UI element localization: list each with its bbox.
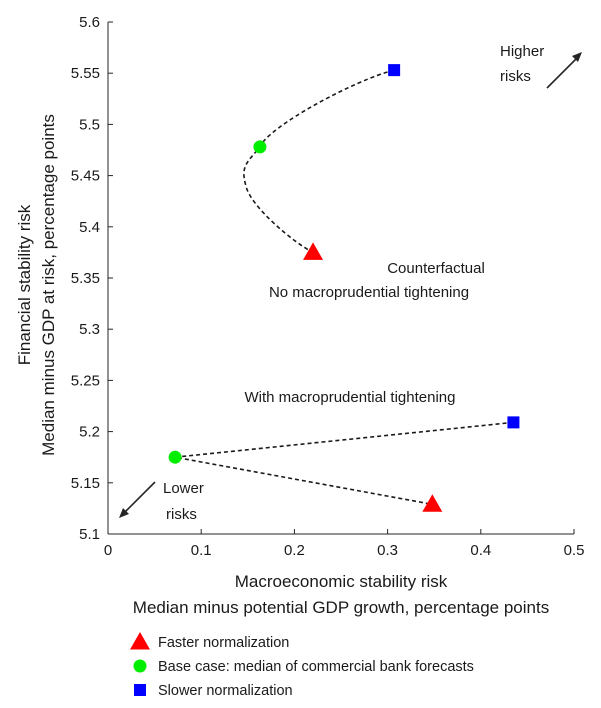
- lower-risks-label-2: risks: [166, 506, 197, 523]
- legend-label: Faster normalization: [158, 635, 289, 651]
- higher-risks-arrow-icon: [546, 52, 582, 89]
- data-markers: [168, 64, 520, 512]
- x-tick-label: 0.1: [191, 542, 212, 559]
- legend-label: Base case: median of commercial bank for…: [158, 659, 474, 675]
- x-ticks: 0 0.1 0.2 0.3 0.4 0.5: [104, 529, 585, 559]
- with-macroprudential-label: With macroprudential tightening: [245, 389, 456, 406]
- legend-item: Slower normalization: [134, 683, 293, 699]
- y-tick-label: 5.5: [79, 116, 100, 133]
- x-axis-subtitle: Median minus potential GDP growth, perce…: [133, 598, 549, 617]
- y-tick-label: 5.1: [79, 526, 100, 543]
- legend-triangle-icon: [130, 632, 150, 650]
- legend-square-icon: [134, 684, 146, 696]
- y-tick-label: 5.25: [71, 372, 100, 389]
- y-tick-label: 5.35: [71, 270, 100, 287]
- y-tick-label: 5.45: [71, 168, 100, 185]
- y-tick-label: 5.4: [79, 219, 100, 236]
- y-tick-label: 5.6: [79, 14, 100, 31]
- y-tick-label: 5.15: [71, 475, 100, 492]
- counterfactual-path: [243, 69, 395, 254]
- square-marker: [388, 64, 401, 77]
- connector-paths: [174, 69, 514, 506]
- circle-marker: [168, 450, 182, 464]
- triangle-marker: [303, 242, 324, 260]
- higher-risks-label-2: risks: [500, 68, 531, 85]
- lower-risks-arrow-icon: [119, 481, 156, 518]
- lower-risks-label-1: Lower: [163, 480, 204, 497]
- y-tick-label: 5.3: [79, 321, 100, 338]
- counterfactual-label: Counterfactual: [387, 260, 485, 277]
- x-tick-label: 0.5: [564, 542, 585, 559]
- legend-label: Slower normalization: [158, 683, 293, 699]
- triangle-marker: [422, 494, 443, 512]
- legend-item: Base case: median of commercial bank for…: [133, 659, 474, 675]
- y-axis-subtitle: Median minus GDP at risk, percentage poi…: [39, 114, 58, 456]
- x-tick-label: 0.2: [284, 542, 305, 559]
- y-ticks: 5.1 5.15 5.2 5.25 5.3 5.35 5.4 5.45 5.5 5.55 5.6: [71, 14, 113, 543]
- x-tick-label: 0: [104, 542, 112, 559]
- y-axis-title: Financial stability risk: [15, 204, 34, 365]
- legend-item: Faster normalization: [130, 632, 289, 651]
- y-tick-label: 5.55: [71, 65, 100, 82]
- square-marker: [507, 416, 520, 429]
- legend: Faster normalization Base case: median of…: [130, 632, 474, 699]
- x-axis-title: Macroeconomic stability risk: [235, 572, 448, 591]
- macroprudential-path: [174, 421, 514, 506]
- y-tick-label: 5.2: [79, 424, 100, 441]
- legend-circle-icon: [133, 659, 147, 673]
- circle-marker: [253, 140, 267, 154]
- plot-area: 0 0.1 0.2 0.3 0.4 0.5 5.15.155.25.255.35.355.…: [71, 14, 585, 559]
- no-macroprudential-label: No macroprudential tightening: [269, 284, 469, 301]
- x-tick-label: 0.3: [377, 542, 398, 559]
- higher-risks-label-1: Higher: [500, 43, 544, 60]
- x-tick-label: 0.4: [470, 542, 491, 559]
